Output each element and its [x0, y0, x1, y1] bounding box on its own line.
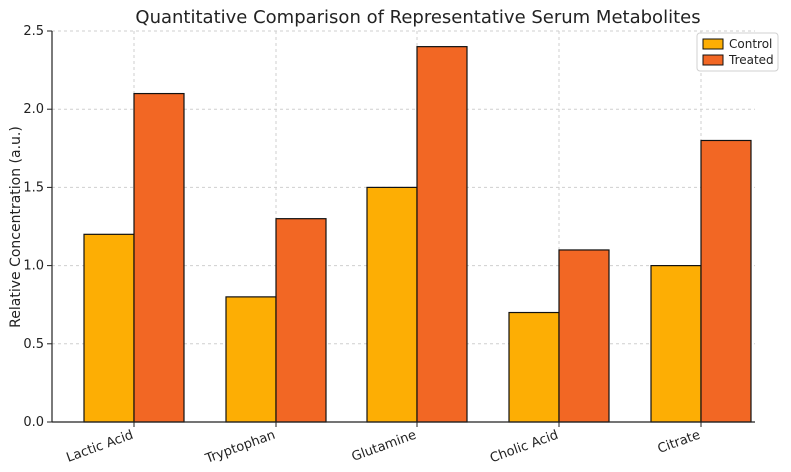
bar-treated-lactic-acid: [133, 92, 185, 423]
y-tick-label: 0.0: [23, 415, 44, 430]
bar-control-glutamine: [366, 186, 418, 423]
x-tick-label: Cholic Acid: [488, 428, 560, 467]
x-tick-label: Citrate: [656, 428, 703, 457]
y-tick-label: 2.0: [23, 102, 44, 117]
bar-treated-cholic-acid: [558, 249, 610, 423]
bar-control-cholic-acid: [508, 311, 560, 423]
bar-treated-tryptophan: [275, 218, 327, 423]
y-axis-label: Relative Concentration (a.u.): [8, 126, 24, 328]
bars: [83, 46, 752, 423]
y-tick-label: 2.5: [23, 24, 44, 39]
legend-swatch-treated: [702, 54, 724, 66]
chart-title: Quantitative Comparison of Representativ…: [135, 7, 700, 28]
axes: [47, 30, 755, 427]
x-tick-label: Lactic Acid: [64, 428, 135, 466]
legend-swatch-control: [702, 38, 724, 50]
bar-control-citrate: [650, 265, 702, 423]
y-tick-label: 0.5: [23, 337, 44, 352]
y-tick-label: 1.0: [23, 259, 44, 274]
legend-label-control: Control: [729, 37, 772, 51]
x-tick-label: Tryptophan: [203, 428, 278, 467]
y-tick-label: 1.5: [23, 180, 44, 195]
legend-label-treated: Treated: [728, 53, 774, 67]
x-tick-label: Glutamine: [350, 428, 419, 465]
legend: Control Treated: [696, 32, 779, 72]
bar-control-tryptophan: [225, 296, 277, 423]
bar-treated-glutamine: [416, 46, 468, 423]
bar-treated-citrate: [700, 139, 752, 423]
bar-control-lactic-acid: [83, 233, 135, 423]
